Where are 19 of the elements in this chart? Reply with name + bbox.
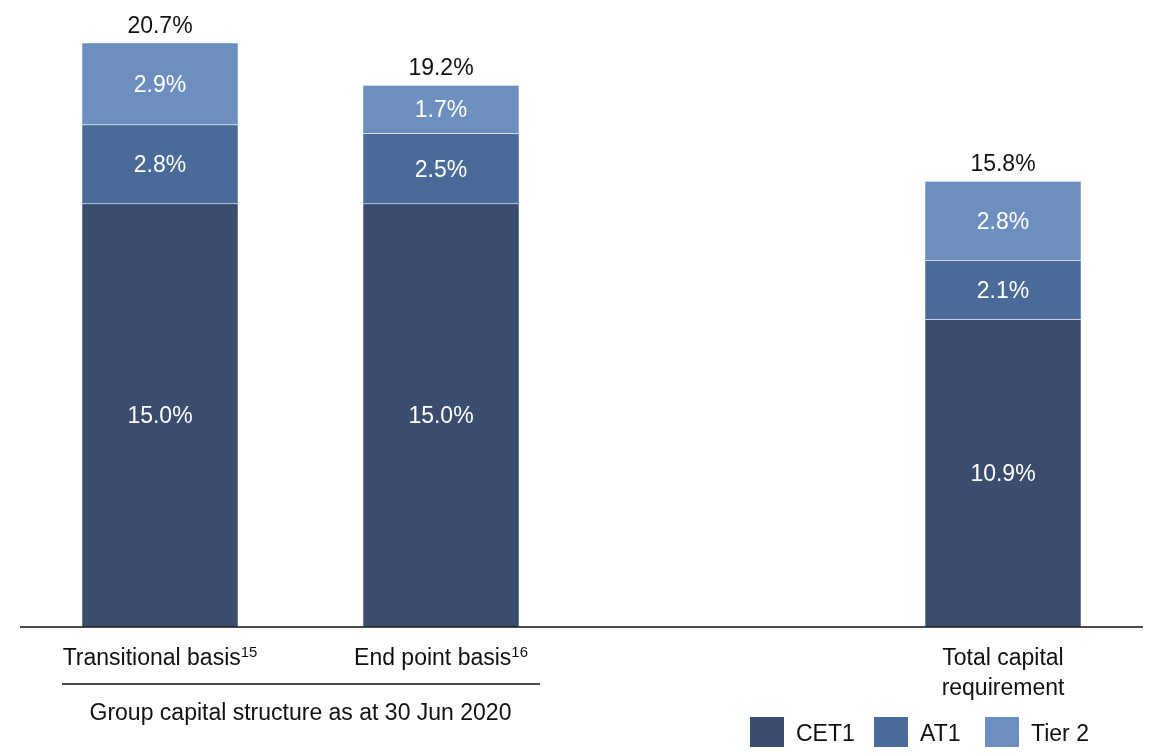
data-label: 2.8%: [133, 151, 187, 178]
total-label: 20.7%: [127, 12, 193, 38]
data-label: 1.7%: [414, 96, 468, 123]
data-label: 10.9%: [970, 460, 1036, 487]
data-label: 2.9%: [133, 70, 187, 97]
total-label: 19.2%: [408, 54, 474, 81]
data-label: 2.8%: [976, 207, 1030, 234]
x-tick-label: Total capital requirement: [941, 644, 1065, 700]
x-tick-label: End point basis$^{16}$: [354, 642, 528, 670]
legend-label: Tier 2: [1031, 720, 1089, 746]
legend-label: AT1: [920, 720, 961, 746]
data-label: 15.0%: [408, 402, 474, 429]
text: Group capital structure as at 30 Jun 2020: [89, 699, 512, 725]
data-label: 2.5%: [414, 155, 468, 182]
x-tick-label: Transitional basis$^{15}$: [62, 642, 258, 670]
legend-label: CET1: [796, 720, 855, 746]
data-label: 15.0%: [127, 402, 193, 429]
data-label: 2.1%: [976, 276, 1030, 303]
total-label: 15.8%: [970, 150, 1036, 177]
